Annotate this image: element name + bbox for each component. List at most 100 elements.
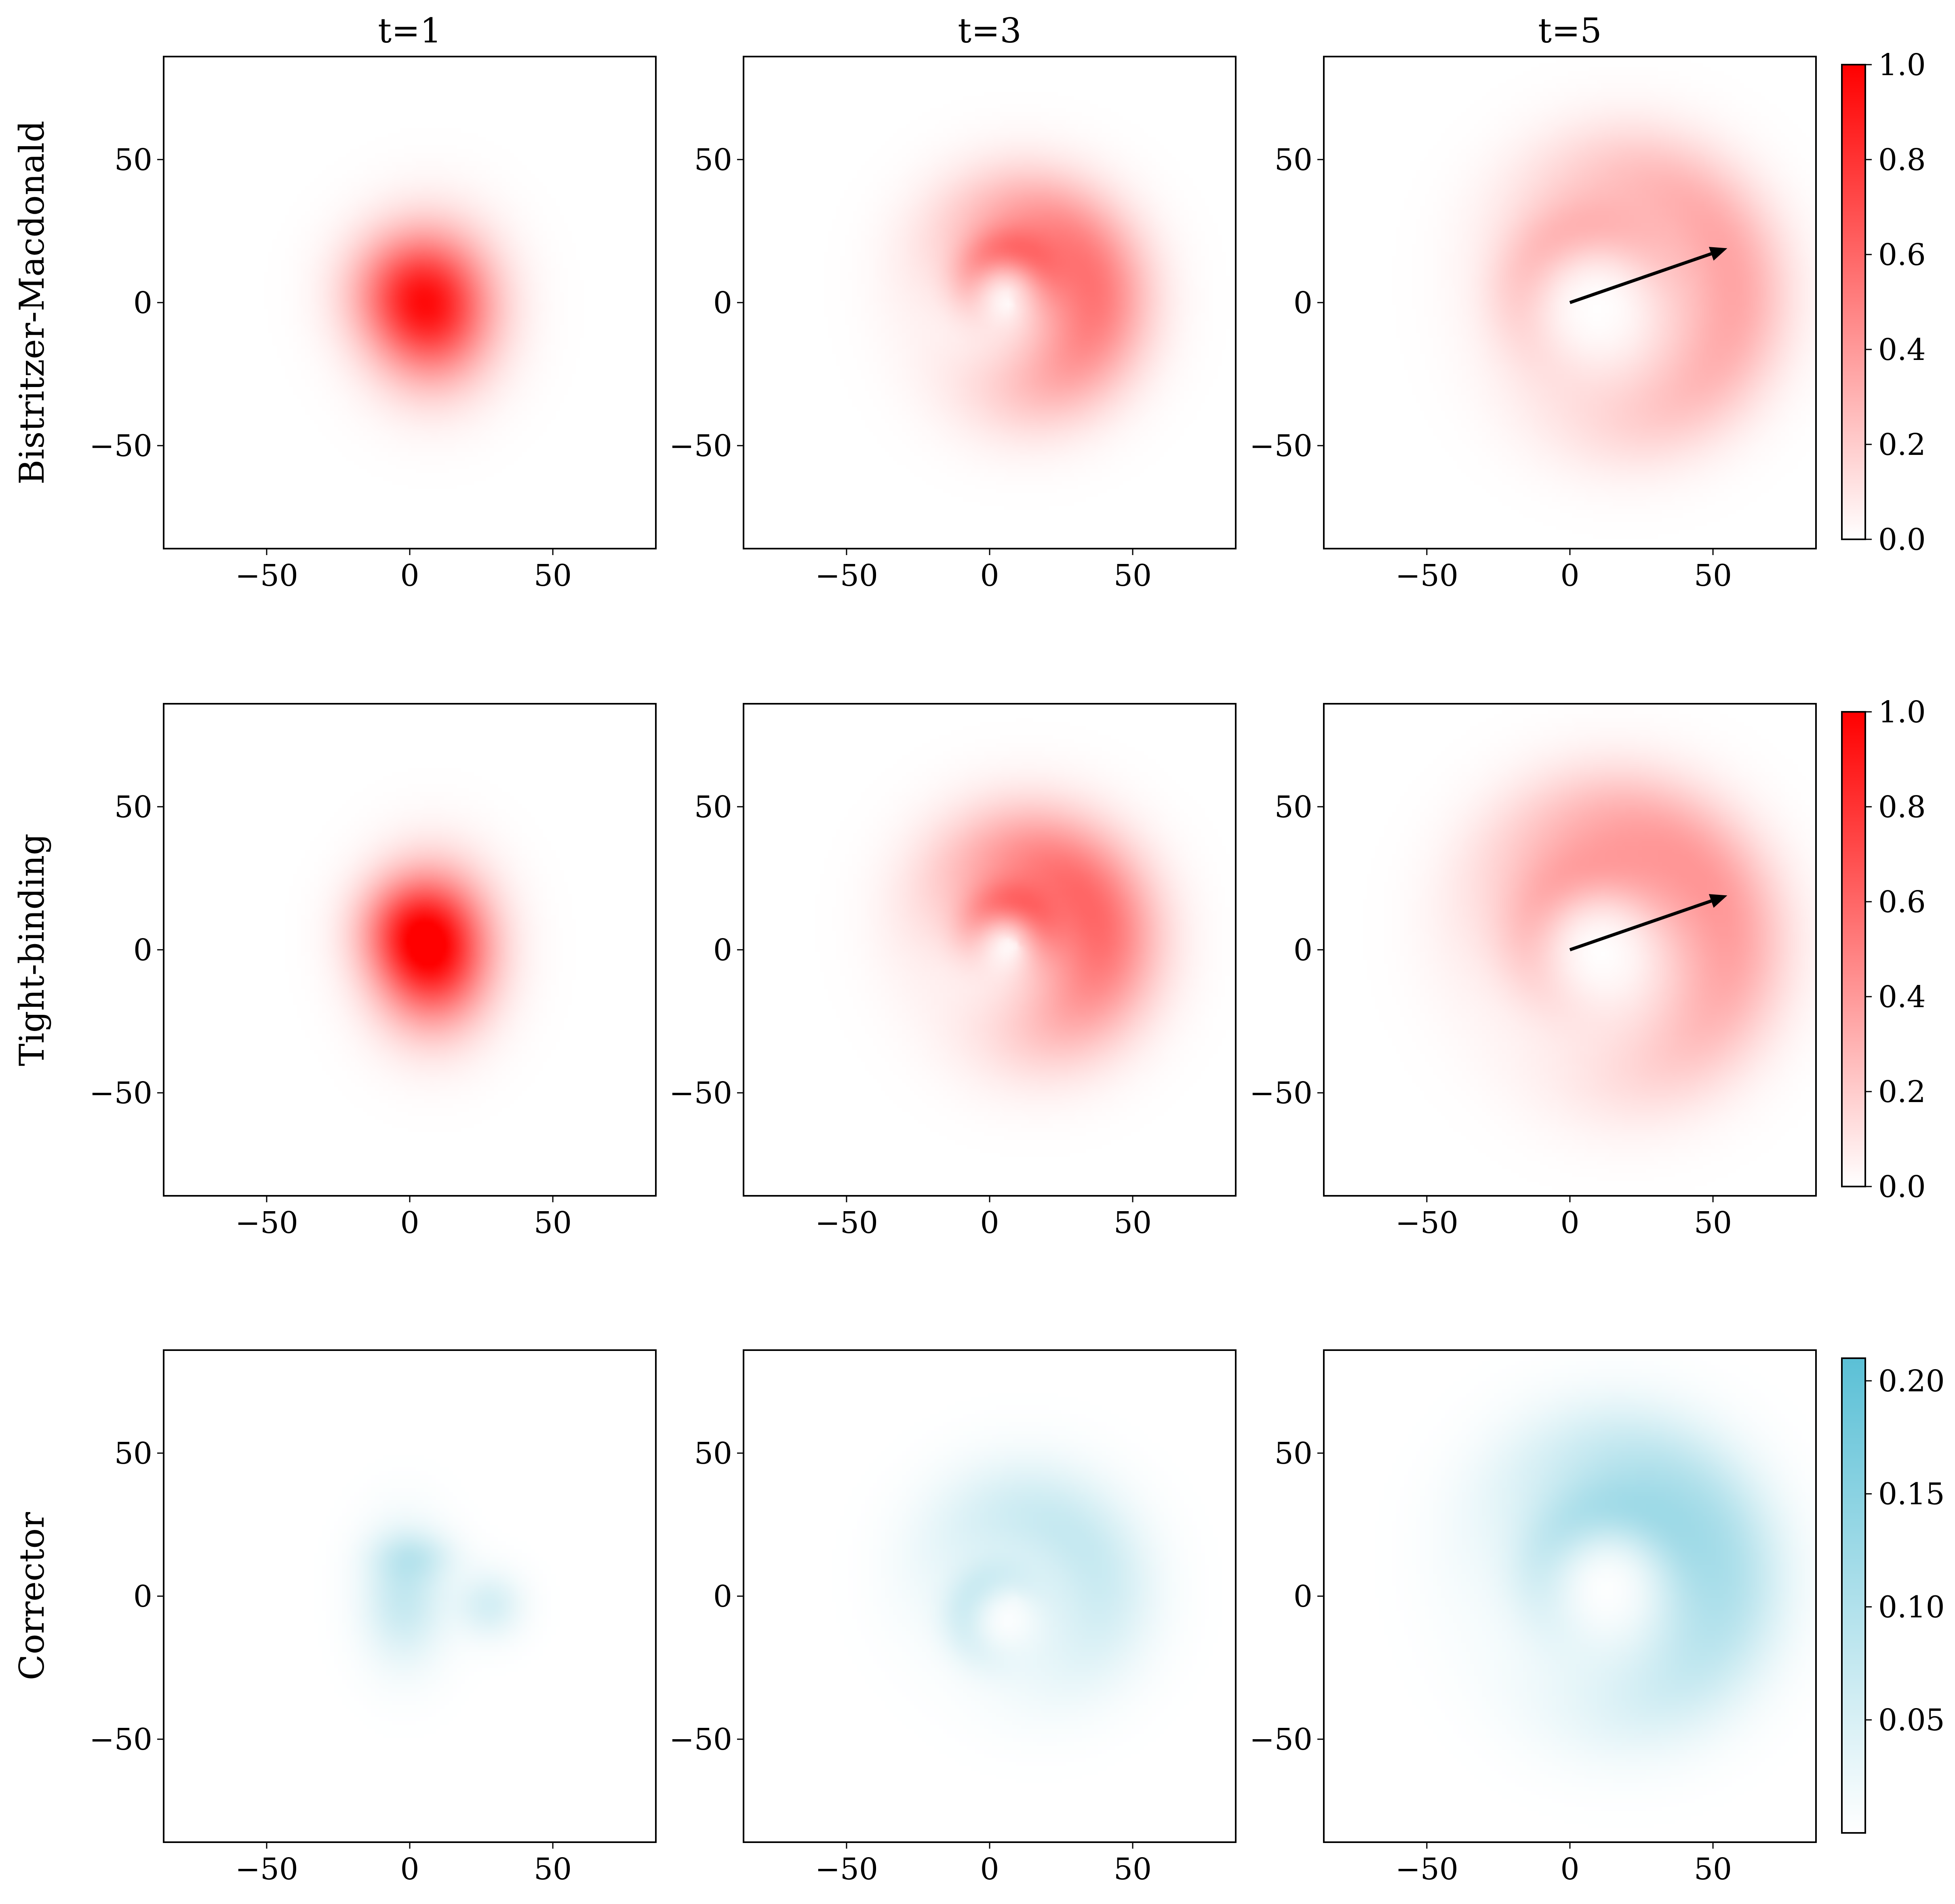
panel-r0-c0: −50 0 50 −50 0 50 [89,56,657,593]
colorbar-tick-label: 1.0 [1878,48,1926,82]
colorbar-tick-label: 0.8 [1878,790,1926,825]
row-label: Bistritzer-Macdonald [12,120,52,484]
x-tick-label: −50 [815,1852,878,1887]
y-tick-label: 0 [1294,1579,1312,1614]
x-tick-label: 50 [1694,1852,1732,1887]
density-map [164,704,656,1196]
x-tick-label: −50 [235,558,298,593]
colorbar-tick-label: 1.0 [1878,695,1926,730]
y-tick-label: 0 [713,1579,732,1614]
y-tick-label: 50 [1275,143,1312,177]
panel-r1-c1: −50 0 50 −50 0 50 [669,703,1237,1240]
y-tick-label: −50 [1249,1722,1312,1757]
colorbar-tick-label: 0.8 [1878,143,1926,177]
density-map [164,1350,656,1842]
direction-arrow [1569,247,1727,304]
x-tick-label: −50 [235,1852,298,1887]
y-tick-label: −50 [669,429,732,463]
colorbar-tick-label: 0.20 [1878,1364,1945,1399]
y-tick-label: −50 [89,1076,152,1111]
y-tick-label: −50 [669,1076,732,1111]
density-map [744,1350,1236,1842]
x-tick-label: 0 [400,558,419,593]
panel-r1-c2: −50 0 50 −50 0 50 [1249,703,1817,1240]
arrow-head [1709,247,1727,261]
colorbar-gradient [1841,64,1866,540]
colorbar-tick-label: 0.15 [1878,1477,1945,1512]
y-tick-label: −50 [89,429,152,463]
panel-r0-c2: −50 0 50 −50 0 50 [1249,56,1817,593]
x-tick-label: 50 [534,558,572,593]
y-tick-label: 50 [1275,1436,1312,1471]
arrow-shaft [1569,899,1712,951]
x-tick-label: −50 [1395,1206,1458,1240]
colorbar-tick-label: 0.10 [1878,1590,1945,1624]
y-tick-label: 50 [114,1436,152,1471]
x-tick-label: 0 [1560,558,1579,593]
colorbar-tick-label: 0.4 [1878,332,1926,367]
y-tick-label: −50 [1249,429,1312,463]
x-tick-label: 50 [1114,558,1152,593]
colorbar-gradient [1841,711,1866,1187]
x-tick-label: −50 [235,1206,298,1240]
panel-r2-c2: −50 0 50 −50 0 50 [1249,1349,1817,1887]
density-map [744,57,1236,549]
y-tick-label: 0 [1294,286,1312,320]
y-tick-label: 0 [133,933,152,968]
colorbar-tick-label: 0.6 [1878,885,1926,919]
colorbar-gradient [1841,1357,1866,1834]
row-label: Tight-binding [12,833,52,1066]
column-title: t=3 [958,11,1022,50]
x-tick-label: −50 [1395,558,1458,593]
x-tick-label: −50 [815,558,878,593]
y-tick-label: −50 [669,1722,732,1757]
arrow-head [1709,894,1727,908]
colorbar-tick-label: 0.4 [1878,980,1926,1014]
colorbar-tick-label: 0.0 [1878,1170,1926,1204]
colorbar-tick-label: 0.2 [1878,1075,1926,1109]
colorbar-tick-label: 0.0 [1878,522,1926,557]
colorbar-group: 0.0 0.2 0.4 0.6 0.8 1.0 0.0 0.2 0.4 0.6 0.8 1.0 0.05… [1841,48,1945,1834]
y-tick-label: 0 [1294,933,1312,968]
y-tick-label: −50 [89,1722,152,1757]
y-tick-label: 0 [713,286,732,320]
colorbar-tick-label: 0.2 [1878,427,1926,462]
label-group: t=1 t=3 t=5 Bistritzer-Macdonald Tight-bindi… [12,11,1602,1680]
panel-r1-c0: −50 0 50 −50 0 50 [89,703,657,1240]
direction-arrow [1569,894,1727,951]
y-tick-label: 50 [114,790,152,825]
colorbar-tick-label: 0.05 [1878,1703,1945,1738]
x-tick-label: 50 [1114,1852,1152,1887]
x-tick-label: −50 [815,1206,878,1240]
x-tick-label: 0 [980,1852,999,1887]
panel-r2-c1: −50 0 50 −50 0 50 [669,1349,1237,1887]
panel-r2-c0: −50 0 50 −50 0 50 [89,1349,657,1887]
density-map [164,57,656,549]
panel-r0-c1: −50 0 50 −50 0 50 [669,56,1237,593]
column-title: t=1 [378,11,442,50]
x-tick-label: 0 [400,1852,419,1887]
y-tick-label: 50 [1275,790,1312,825]
arrow-shaft [1569,252,1712,304]
x-tick-label: 50 [1694,558,1732,593]
y-tick-label: 50 [694,1436,732,1471]
y-tick-label: 0 [133,286,152,320]
colorbar-tick-label: 0.6 [1878,238,1926,272]
column-title: t=5 [1538,11,1602,50]
y-tick-label: −50 [1249,1076,1312,1111]
x-tick-label: 0 [400,1206,419,1240]
x-tick-label: 50 [534,1206,572,1240]
colorbar-row0: 0.0 0.2 0.4 0.6 0.8 1.0 [1841,48,1926,557]
x-tick-label: 0 [980,1206,999,1240]
colorbar-row2: 0.05 0.10 0.15 0.20 [1841,1357,1945,1834]
row-label: Corrector [12,1512,52,1680]
panel-grid: −50 0 50 −50 0 50 −50 0 50 −50 0 50 −50 0 50 −50 0 50 −50 0… [89,56,1817,1887]
density-map [1324,1350,1816,1842]
density-map [744,704,1236,1196]
x-tick-label: −50 [1395,1852,1458,1887]
y-tick-label: 0 [133,1579,152,1614]
x-tick-label: 50 [534,1852,572,1887]
y-tick-label: 50 [114,143,152,177]
x-tick-label: 0 [1560,1852,1579,1887]
